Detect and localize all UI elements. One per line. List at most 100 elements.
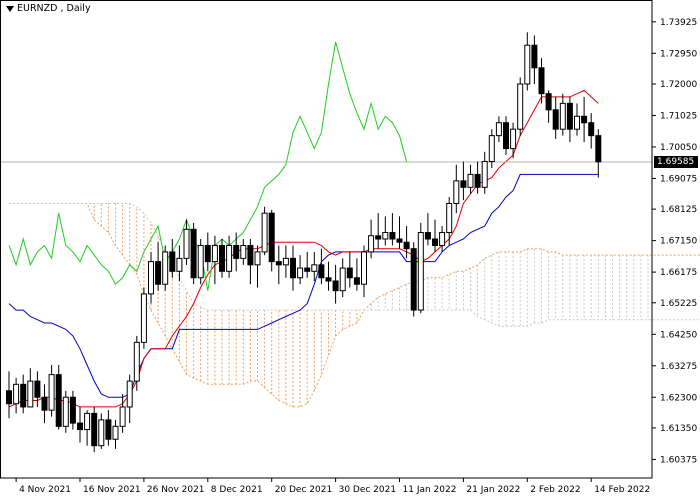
y-tick-label: 1.72000 (660, 80, 697, 90)
candle-body (368, 235, 375, 253)
candle (389, 213, 396, 246)
candle-body (240, 244, 247, 259)
candle (353, 258, 360, 291)
candle-body (247, 244, 254, 266)
x-tick-label: 20 Dec 2021 (275, 485, 333, 495)
candle-body (98, 419, 105, 447)
candle-body (375, 235, 382, 240)
y-tick-label: 1.62300 (660, 393, 697, 403)
candle-body (439, 232, 446, 246)
x-tick-label: 4 Nov 2021 (19, 485, 71, 495)
candle-body (233, 244, 240, 259)
kijun-sen-line (8, 173, 599, 398)
candle-body (503, 122, 509, 150)
candle (140, 287, 147, 349)
candle-body (176, 257, 183, 272)
candle-body (566, 102, 573, 130)
candle (126, 374, 133, 424)
symbol-selector[interactable]: EURNZD, Daily (6, 3, 91, 14)
candle (339, 258, 346, 298)
candle-body (162, 251, 169, 285)
candle (84, 410, 91, 446)
candle-body (48, 374, 55, 411)
candle-body (226, 244, 233, 272)
ichimoku-lines (0, 41, 652, 408)
candle-body (453, 180, 460, 204)
candle (552, 96, 559, 139)
candle-body (552, 109, 559, 130)
candle (133, 335, 140, 391)
candle-body (318, 264, 325, 279)
x-tick-label: 16 Nov 2021 (83, 485, 141, 495)
candle-body (474, 173, 481, 188)
candle-body (531, 44, 538, 69)
y-tick-label: 1.60375 (660, 455, 697, 465)
candle-body (432, 238, 438, 246)
candle-body (261, 212, 268, 253)
candlesticks (6, 32, 602, 453)
candle (204, 232, 211, 272)
candle (424, 213, 431, 246)
candle-body (304, 267, 311, 272)
candle-body (382, 232, 389, 240)
candle-body (62, 396, 69, 427)
y-tick-label: 1.67150 (660, 237, 697, 247)
y-tick-label: 1.72950 (660, 49, 697, 59)
candle-body (574, 115, 580, 130)
symbol-name: EURNZD (17, 3, 58, 14)
candle-body (119, 406, 126, 427)
candle-body (6, 390, 12, 405)
candle (460, 161, 467, 201)
candle (588, 113, 595, 149)
y-tick-label: 1.66175 (660, 268, 697, 278)
x-tick-label: 11 Jan 2022 (403, 485, 457, 495)
candle-body (91, 412, 98, 447)
candle-body (517, 83, 524, 130)
x-tick-label: 26 Nov 2021 (147, 485, 205, 495)
candle (446, 197, 453, 246)
candle-body (183, 228, 190, 259)
candle-body (20, 383, 27, 408)
x-tick-label: 2 Feb 2022 (530, 485, 580, 495)
candle (574, 103, 580, 136)
tenkan-sen-line (8, 89, 599, 408)
candle (432, 219, 438, 252)
candle-body (460, 180, 467, 188)
candle-body (361, 251, 367, 285)
candle (112, 419, 119, 449)
candle-body (34, 380, 41, 398)
y-tick-label: 1.68125 (660, 205, 697, 215)
candle-body (297, 267, 304, 279)
candle-body (396, 238, 403, 243)
candle (69, 390, 76, 430)
candle-body (403, 241, 410, 250)
candle (325, 261, 332, 291)
senkou-span-b (9, 203, 700, 327)
y-tick-label: 1.61350 (660, 424, 697, 434)
candle (162, 245, 169, 291)
candle-body (332, 280, 339, 292)
ichimoku-cloud (9, 203, 700, 408)
candle (41, 384, 48, 424)
candle (488, 129, 495, 168)
candle-body (325, 277, 332, 282)
candle (453, 164, 460, 214)
candle (211, 235, 218, 285)
candle-body (417, 232, 424, 311)
candle (297, 255, 304, 285)
candle (275, 245, 282, 285)
candle-body (282, 257, 289, 266)
candle (254, 245, 261, 288)
candle-body (353, 277, 360, 285)
candle-body (339, 267, 346, 292)
y-tick-label: 1.63275 (660, 362, 697, 372)
candle-body (545, 93, 552, 111)
x-tick-label: 8 Dec 2021 (211, 485, 263, 495)
candle (559, 93, 566, 136)
candle (91, 406, 98, 453)
candle (403, 226, 410, 259)
candle (240, 239, 247, 265)
